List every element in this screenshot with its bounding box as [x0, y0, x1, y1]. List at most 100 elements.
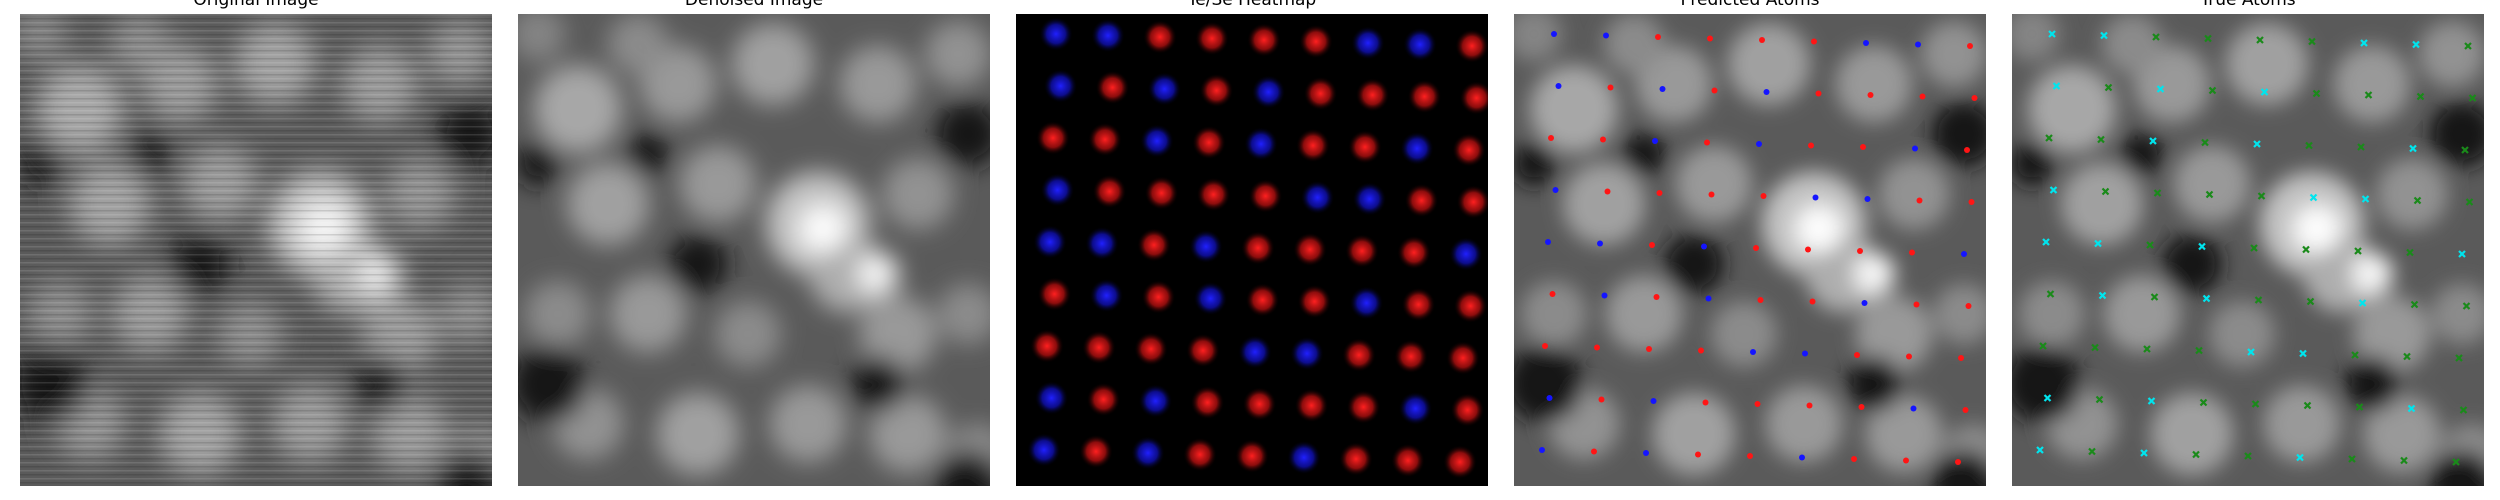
se-heat-spot	[1091, 18, 1125, 53]
predicted-se-atom	[1961, 251, 1967, 257]
se-heat-spot	[1403, 27, 1437, 62]
predicted-se-atom	[1643, 450, 1649, 456]
predicted-te-atom	[1702, 399, 1709, 406]
te-heat-spot	[1248, 179, 1283, 213]
true-te-atom	[2357, 143, 2365, 151]
predicted-te-atom	[1909, 249, 1915, 256]
true-te-atom	[2400, 456, 2408, 465]
te-heat-spot	[1401, 287, 1436, 322]
predicted-atoms-image	[1514, 14, 1986, 486]
se-heat-spot	[1238, 335, 1272, 369]
predicted-atoms-panel	[1514, 14, 1986, 486]
true-se-atom	[2156, 85, 2165, 93]
true-te-atom	[2046, 290, 2055, 298]
se-heat-spot	[1193, 281, 1228, 316]
te-heat-spot	[1297, 284, 1332, 319]
true-se-atom	[2253, 140, 2261, 148]
se-heat-spot	[1027, 433, 1061, 467]
te-heat-spot	[1199, 73, 1234, 108]
true-te-atom	[2152, 33, 2160, 41]
te-heat-spot	[1192, 125, 1226, 160]
predicted-te-atom	[1707, 35, 1713, 42]
true-te-atom	[2244, 452, 2252, 460]
true-te-atom	[2464, 42, 2472, 50]
predicted-te-atom	[1806, 402, 1813, 409]
heatmap-panel	[1016, 14, 1488, 486]
predicted-te-atom	[1760, 193, 1767, 199]
te-heat-spot	[1137, 228, 1171, 262]
predicted-te-atom	[1598, 396, 1605, 403]
predicted-te-atom	[1860, 144, 1866, 150]
predicted-se-atom	[1756, 141, 1762, 147]
se-heat-spot	[1140, 124, 1174, 158]
se-heat-spot	[1244, 127, 1278, 161]
panel-title-predicted: Predicted Atoms	[1680, 0, 1820, 10]
true-te-atom	[2302, 245, 2310, 254]
predicted-te-atom	[1542, 343, 1548, 349]
predicted-te-atom	[1754, 401, 1761, 407]
true-se-atom	[2412, 40, 2420, 49]
true-te-atom	[2461, 146, 2469, 154]
te-heat-spot	[1036, 121, 1070, 155]
true-te-atom	[2199, 398, 2208, 407]
true-te-atom	[2088, 447, 2096, 456]
predicted-te-atom	[1867, 92, 1874, 98]
se-heat-spot	[1189, 229, 1223, 264]
true-te-atom	[2146, 241, 2154, 249]
true-te-atom	[2413, 196, 2422, 205]
true-se-atom	[2149, 137, 2157, 145]
true-se-atom	[2202, 294, 2211, 303]
true-se-atom	[2036, 446, 2044, 454]
predicted-te-atom	[1906, 353, 1912, 360]
predicted-se-atom	[1863, 40, 1869, 46]
te-heat-spot	[1247, 23, 1281, 57]
true-te-atom	[2195, 346, 2203, 355]
se-heat-spot	[1039, 17, 1073, 51]
true-te-atom	[2256, 36, 2264, 44]
true-te-atom	[2462, 302, 2471, 310]
se-heat-spot	[1251, 75, 1286, 109]
predicted-te-atom	[1916, 197, 1923, 204]
te-heat-spot	[1134, 332, 1168, 366]
se-heat-spot	[1398, 391, 1433, 426]
predicted-te-atom	[1708, 191, 1715, 198]
predicted-te-atom	[1962, 407, 1969, 413]
se-heat-spot	[1089, 278, 1124, 313]
predicted-te-atom	[1903, 457, 1909, 464]
te-heat-spot	[1079, 434, 1113, 469]
true-te-atom	[2308, 37, 2316, 46]
predicted-se-atom	[1864, 196, 1871, 202]
true-se-atom	[2049, 186, 2058, 194]
te-heat-spot	[1095, 70, 1130, 105]
se-heat-spot	[1290, 336, 1324, 371]
predicted-te-atom	[1646, 346, 1652, 352]
predicted-se-atom	[1812, 194, 1819, 201]
te-heat-spot	[1446, 341, 1480, 375]
predicted-te-atom	[1955, 459, 1961, 465]
te-heat-spot	[1037, 277, 1072, 311]
true-te-atom	[2303, 401, 2312, 410]
te-heat-spot	[1092, 174, 1127, 209]
te-heat-spot	[1303, 76, 1338, 111]
true-te-atom	[2039, 342, 2047, 350]
true-te-atom	[2452, 458, 2460, 466]
predicted-te-atom	[1695, 451, 1701, 458]
te-heat-spot	[1355, 78, 1390, 112]
te-heat-spot	[1455, 29, 1488, 63]
true-te-atom	[2095, 395, 2104, 404]
te-heat-spot	[1241, 231, 1275, 265]
se-heat-spot	[1349, 286, 1384, 320]
te-heat-spot	[1082, 330, 1116, 365]
te-heat-spot	[1456, 185, 1488, 219]
te-heat-spot	[1348, 130, 1382, 164]
predicted-te-atom	[1913, 301, 1920, 308]
true-te-atom	[2104, 83, 2113, 92]
predicted-te-atom	[1711, 87, 1718, 94]
te-heat-spot	[1407, 79, 1442, 114]
predicted-te-atom	[1964, 147, 1970, 153]
te-heat-spot	[1143, 20, 1177, 54]
predicted-te-atom	[1968, 199, 1975, 205]
te-heat-spot	[1391, 443, 1425, 478]
true-se-atom	[2048, 30, 2056, 38]
true-se-atom	[2100, 31, 2108, 40]
